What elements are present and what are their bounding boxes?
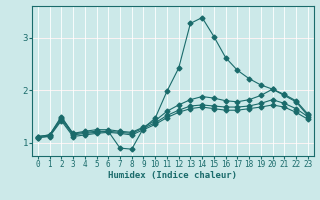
X-axis label: Humidex (Indice chaleur): Humidex (Indice chaleur): [108, 171, 237, 180]
